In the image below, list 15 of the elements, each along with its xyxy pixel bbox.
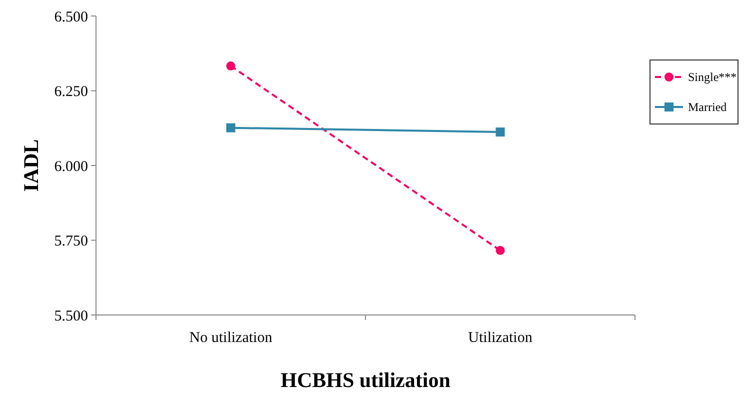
y-tick-label: 5.500	[54, 308, 88, 324]
x-tick-label: No utilization	[189, 330, 273, 346]
point	[226, 123, 236, 132]
point	[226, 61, 236, 70]
y-tick-label: 6.250	[54, 84, 88, 100]
y-axis-title: IADL	[19, 139, 43, 192]
legend-label: Single***	[688, 70, 737, 84]
x-tick-label: Utilization	[468, 330, 533, 346]
point	[496, 128, 505, 137]
y-tick-label: 6.500	[54, 9, 88, 26]
x-axis-title: HCBHS utilization	[280, 368, 451, 392]
y-tick-label: 5.750	[54, 234, 88, 250]
legend-label: Married	[688, 100, 727, 114]
point	[496, 246, 505, 255]
y-tick-label: 6.000	[54, 158, 88, 175]
